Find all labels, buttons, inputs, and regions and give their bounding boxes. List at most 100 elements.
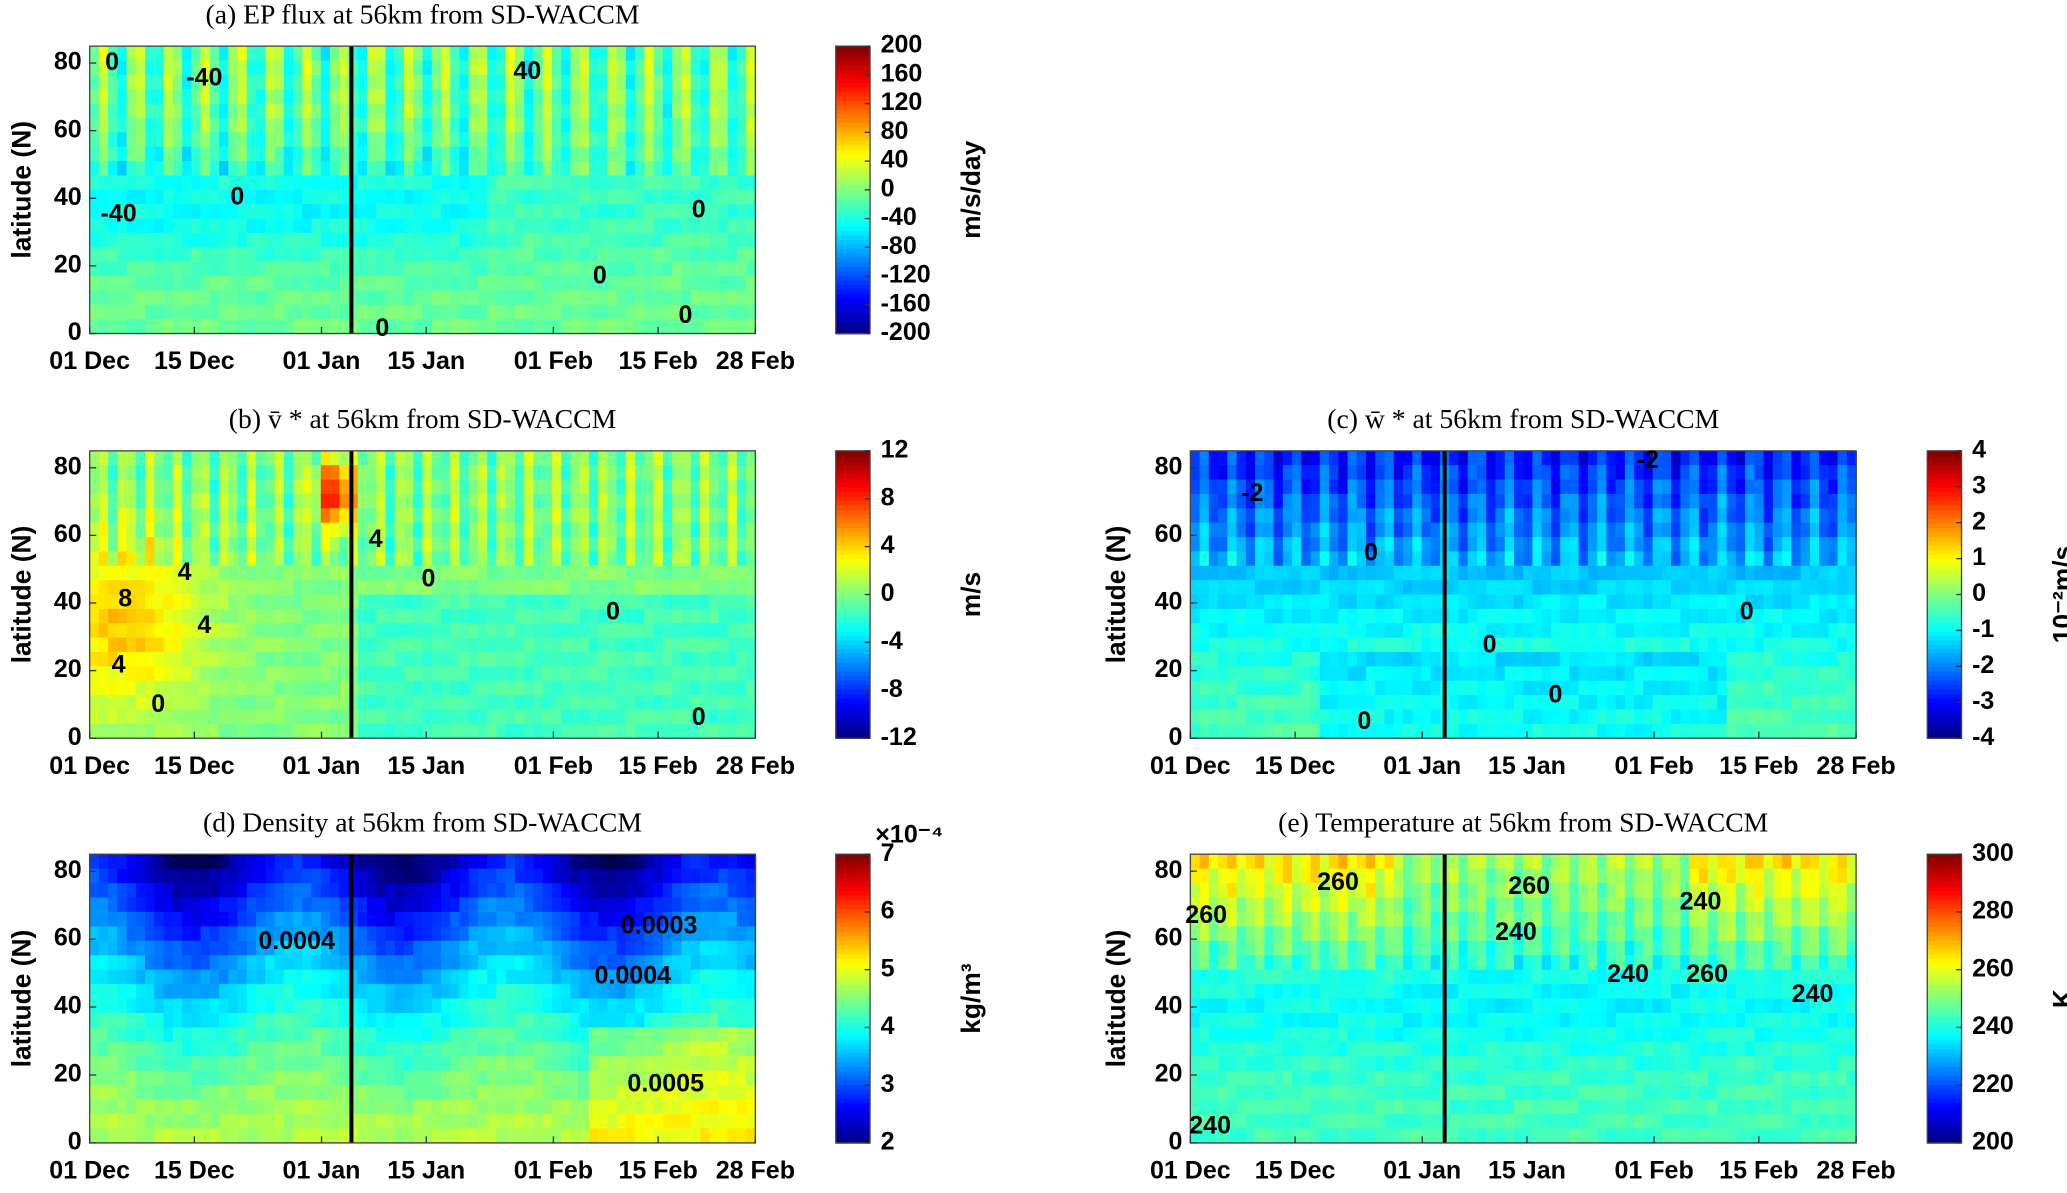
field-cell [1199,723,1210,740]
field-cell [1652,508,1663,524]
field-cell [191,1128,202,1144]
field-cell [736,709,747,725]
field-cell [126,290,137,306]
field-cell [727,247,738,263]
field-cell [718,680,729,696]
field-cell [376,46,387,62]
field-cell [736,450,747,466]
field-cell [293,276,304,292]
field-cell [727,132,738,148]
field-cell [1393,450,1404,466]
field-cell [246,204,257,220]
field-cell [1273,465,1284,481]
field-cell [228,1056,239,1072]
field-cell [1661,465,1672,481]
field-cell [182,1085,193,1101]
field-cell [1458,651,1469,668]
field-cell [265,508,276,524]
field-cell [1245,608,1256,625]
field-cell [172,537,183,553]
field-cell [1560,450,1571,466]
field-cell [311,709,322,725]
field-cell [172,508,183,524]
field-cell [209,247,220,263]
field-cell [681,60,692,76]
field-cell [1264,680,1275,696]
field-cell [200,74,211,91]
field-cell [117,551,128,567]
field-cell [1236,637,1247,653]
field-cell [533,508,544,524]
field-cell [635,551,646,567]
field-cell [108,60,119,76]
field-cell [588,132,599,148]
field-cell [1661,479,1672,495]
field-cell [1458,580,1469,596]
field-cell [1338,594,1349,610]
field-cell [616,189,627,205]
field-cell [616,565,627,581]
field-cell [274,709,285,725]
field-cell [98,955,109,971]
field-cell [256,580,267,596]
field-cell [1680,623,1691,639]
field-cell [477,74,489,91]
field-cell [283,537,294,553]
field-cell [718,580,729,596]
field-cell [1449,651,1460,668]
field-cell [1282,465,1293,481]
field-cell [200,723,211,740]
field-cell [320,723,331,740]
field-cell [219,651,230,668]
field-cell [542,551,553,567]
field-cell [1587,537,1598,553]
field-cell [561,204,572,220]
field-cell [163,1041,174,1058]
field-cell [1264,608,1275,625]
field-cell [320,319,331,335]
field-cell [1273,450,1284,466]
field-cell [690,651,701,668]
field-cell [736,261,747,277]
field-cell [1569,666,1580,682]
field-cell [1412,594,1423,610]
field-cell [1754,508,1765,524]
field-cell [209,132,220,148]
field-cell [422,709,433,725]
field-cell [1717,594,1728,610]
field-cell [413,74,424,91]
field-cell [496,132,507,148]
field-cell [1541,493,1552,510]
field-cell [468,709,479,725]
field-cell [135,897,146,913]
field-cell [1245,450,1256,466]
field-cell [145,637,156,653]
field-cell [191,232,202,249]
field-cell [579,709,590,725]
field-cell [1199,522,1210,538]
field-cell [320,479,331,495]
field-cell [718,565,729,581]
field-cell [699,565,710,581]
field-cell [1282,522,1293,538]
field-cell [228,232,239,249]
field-cell [339,103,350,119]
field-cell [468,103,479,119]
field-cell [219,1099,230,1115]
field-cell [616,46,627,62]
field-cell [505,146,516,162]
field-cell [1671,493,1682,510]
field-cell [422,161,433,177]
field-cell [1643,695,1654,711]
field-cell [385,637,396,653]
colorbar-tick-label: -120 [881,261,931,289]
field-cell [1745,623,1756,639]
field-cell [246,189,257,205]
field-cell [404,261,415,277]
field-cell [496,232,507,249]
field-cell [1476,522,1488,538]
field-cell [135,117,146,134]
field-cell [477,695,489,711]
field-cell [524,594,535,610]
field-cell [348,594,359,610]
